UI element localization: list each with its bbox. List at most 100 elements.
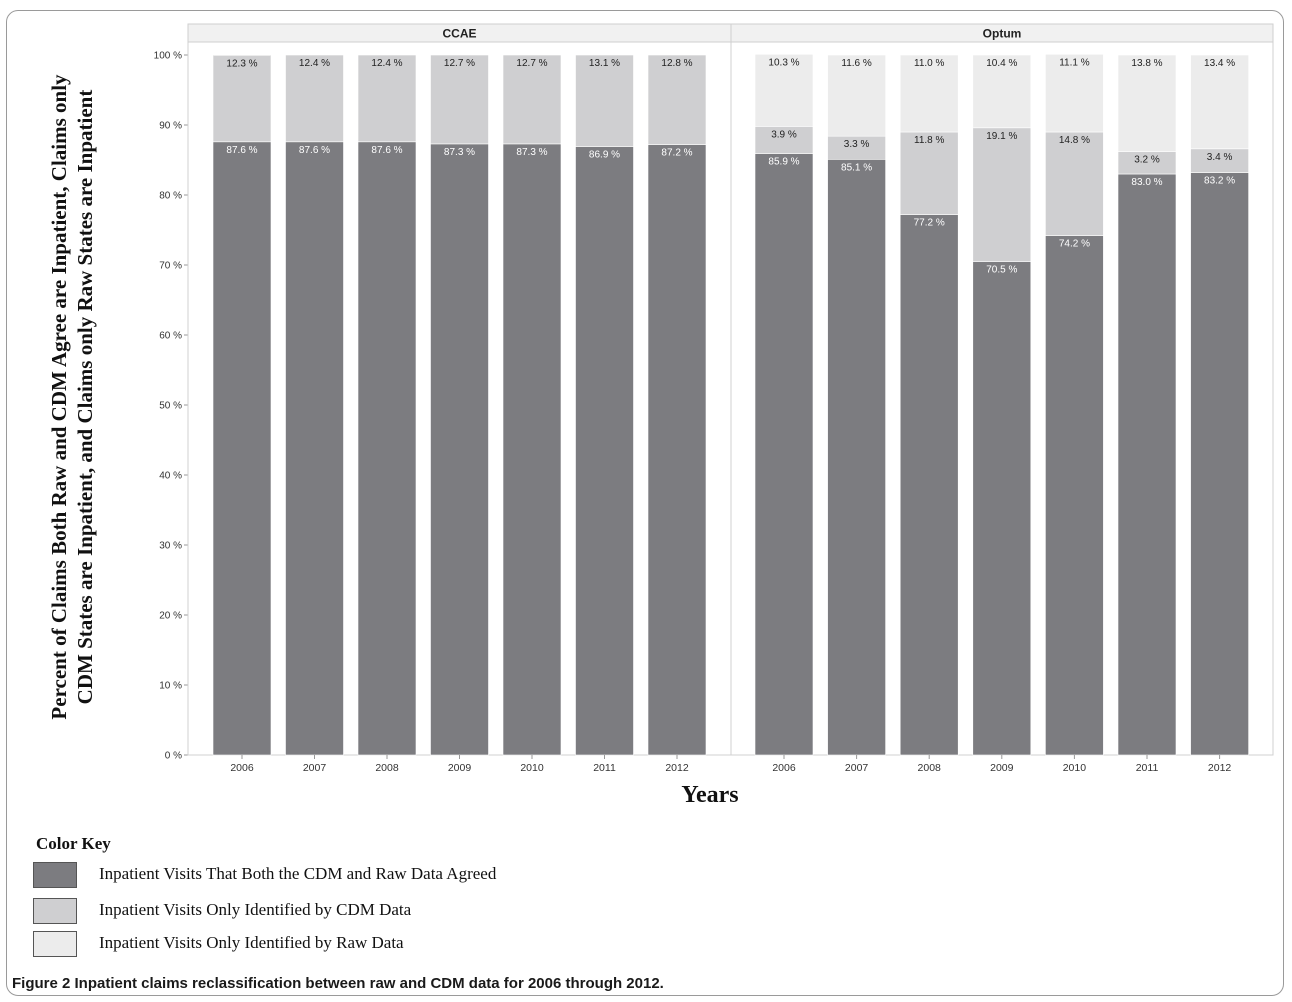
y-tick-label: 40 % (159, 471, 182, 482)
bar-segment-agreed (1117, 173, 1177, 756)
bar-segment-cdm-only (754, 126, 814, 155)
bar-segment-agreed (827, 159, 886, 756)
data-label: 87.2 % (661, 148, 692, 159)
y-tick-label: 100 % (154, 51, 182, 62)
y-tick-label: 80 % (159, 191, 182, 202)
x-tick-label: 2012 (1208, 762, 1232, 774)
y-tick-label: 0 % (165, 751, 182, 762)
x-tick-label: 2011 (593, 762, 616, 774)
y-tick-label: 50 % (159, 401, 182, 412)
x-tick-label: 2007 (845, 762, 869, 774)
y-tick-label: 90 % (159, 121, 182, 132)
x-tick-label: 2010 (520, 762, 544, 774)
bar-segment-cdm-only (1045, 131, 1104, 236)
data-label: 86.9 % (589, 150, 620, 161)
data-label: 12.7 % (444, 58, 475, 69)
data-label: 10.3 % (768, 57, 799, 68)
data-label: 87.6 % (226, 145, 257, 156)
data-label: 11.1 % (1059, 57, 1089, 68)
bar-segment-cdm-only (285, 54, 344, 143)
bar-segment-raw-only (1190, 54, 1249, 150)
data-label: 12.3 % (226, 59, 257, 70)
legend-label-cdm-only: Inpatient Visits Only Identified by CDM … (99, 900, 412, 919)
data-label: 70.5 % (986, 265, 1017, 276)
data-label: 11.8 % (914, 135, 944, 146)
data-label: 85.1 % (841, 162, 872, 173)
bar-segment-agreed (357, 141, 417, 756)
bar-segment-cdm-only (647, 54, 707, 145)
data-label: 83.0 % (1131, 177, 1162, 188)
figure-frame (6, 10, 1284, 996)
y-axis-title: Percent of Claims Both Raw and CDM Agree… (47, 74, 97, 720)
data-label: 3.2 % (1134, 155, 1160, 166)
legend-swatch-cdm-only (33, 898, 77, 924)
bar-segment-agreed (212, 141, 272, 756)
bar-segment-agreed (647, 144, 707, 756)
y-tick-label: 70 % (159, 261, 182, 272)
bar-segment-cdm-only (899, 131, 959, 215)
data-label: 11.6 % (841, 58, 871, 69)
data-label: 12.4 % (299, 58, 330, 69)
data-label: 19.1 % (986, 131, 1017, 142)
x-axis-title: Years (681, 782, 739, 808)
data-label: 3.9 % (771, 129, 797, 140)
data-label: 87.3 % (444, 147, 475, 158)
x-tick-label: 2009 (448, 762, 472, 774)
bar-segment-cdm-only (212, 55, 272, 143)
panel-title: Optum (983, 27, 1022, 41)
data-label: 83.2 % (1204, 176, 1235, 187)
data-label: 14.8 % (1059, 135, 1090, 146)
legend-swatch-raw-only (33, 931, 77, 957)
data-label: 12.4 % (371, 58, 402, 69)
bar-segment-raw-only (899, 54, 959, 133)
bar-segment-raw-only (754, 53, 814, 127)
data-label: 13.8 % (1131, 58, 1162, 69)
data-label: 85.9 % (768, 157, 799, 168)
y-tick-label: 30 % (159, 541, 182, 552)
x-tick-label: 2011 (1136, 762, 1159, 774)
bar-segment-cdm-only (972, 127, 1032, 262)
data-label: 13.1 % (589, 58, 620, 69)
x-tick-label: 2008 (375, 762, 399, 774)
legend-label-agreed: Inpatient Visits That Both the CDM and R… (99, 864, 497, 883)
data-label: 13.4 % (1204, 58, 1235, 69)
legend-swatch-agreed (33, 862, 77, 888)
data-label: 77.2 % (914, 218, 945, 229)
bar-segment-cdm-only (357, 54, 417, 143)
data-label: 12.8 % (661, 58, 692, 69)
data-label: 3.4 % (1207, 152, 1233, 163)
bar-segment-agreed (972, 261, 1032, 756)
x-tick-label: 2010 (1063, 762, 1087, 774)
y-tick-label: 10 % (159, 681, 182, 692)
x-tick-label: 2009 (990, 762, 1014, 774)
y-tick-label: 60 % (159, 331, 182, 342)
bar-segment-agreed (754, 153, 814, 756)
data-label: 3.3 % (844, 139, 870, 150)
legend-title: Color Key (36, 834, 111, 853)
data-label: 10.4 % (986, 58, 1017, 69)
bar-segment-raw-only (1117, 54, 1177, 152)
panel-strip (730, 23, 1274, 43)
bar-segment-raw-only (827, 54, 886, 137)
x-tick-label: 2008 (918, 762, 942, 774)
bar-segment-cdm-only (502, 54, 562, 145)
panel-title: CCAE (442, 27, 476, 41)
data-label: 12.7 % (516, 58, 547, 69)
bar-segment-agreed (575, 146, 634, 756)
x-tick-label: 2012 (665, 762, 689, 774)
bar-segment-agreed (502, 143, 562, 756)
data-label: 87.6 % (371, 145, 402, 156)
bar-segment-agreed (1045, 235, 1104, 756)
bar-segment-raw-only (972, 54, 1032, 129)
x-tick-label: 2006 (230, 762, 254, 774)
legend-label-raw-only: Inpatient Visits Only Identified by Raw … (99, 933, 404, 952)
bar-segment-agreed (430, 143, 489, 756)
data-label: 74.2 % (1059, 239, 1090, 250)
data-label: 11.0 % (914, 58, 944, 69)
bar-segment-agreed (899, 214, 959, 756)
figure-caption: Figure 2 Inpatient claims reclassificati… (12, 975, 664, 992)
bar-segment-cdm-only (430, 54, 489, 145)
x-tick-label: 2006 (772, 762, 796, 774)
bar-segment-cdm-only (575, 54, 634, 147)
bar-remainder (213, 55, 271, 56)
